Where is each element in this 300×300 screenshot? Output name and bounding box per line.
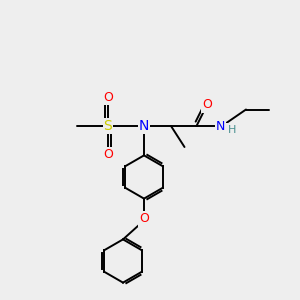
Text: O: O bbox=[139, 212, 149, 226]
Text: O: O bbox=[202, 98, 212, 112]
Text: H: H bbox=[227, 124, 236, 135]
Text: O: O bbox=[103, 91, 113, 104]
Text: S: S bbox=[103, 119, 112, 133]
Text: N: N bbox=[139, 119, 149, 133]
Text: N: N bbox=[216, 119, 225, 133]
Text: O: O bbox=[103, 148, 113, 161]
